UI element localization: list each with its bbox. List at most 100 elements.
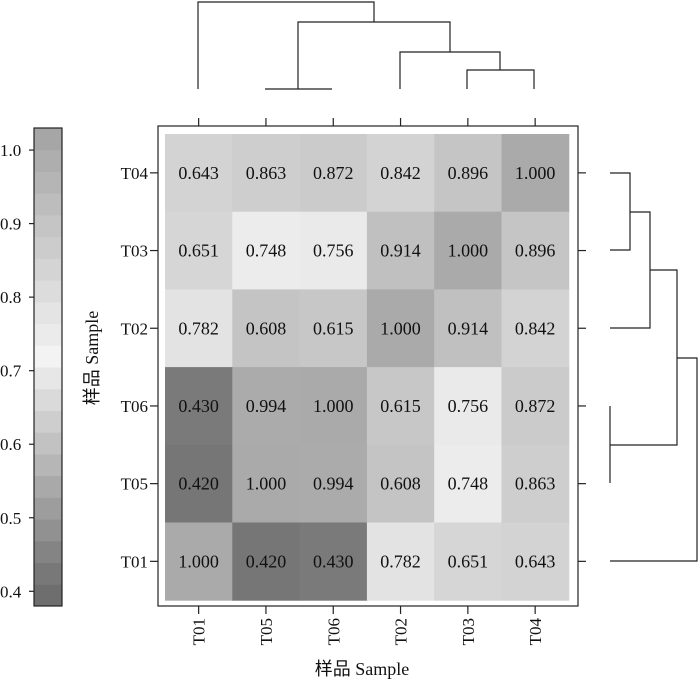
colorbar-tick-label: 0.6: [0, 435, 21, 454]
colorbar-band: [34, 149, 62, 172]
colorbar-band: [34, 128, 62, 151]
colorbar-tick-label: 1.0: [0, 141, 21, 160]
colorbar-band: [34, 345, 62, 368]
heatmap-cell: [232, 134, 301, 213]
heatmap-cell-label: 0.651: [448, 551, 489, 571]
heatmap-cell: [366, 522, 435, 601]
heatmap-cell: [299, 522, 368, 601]
heatmap-cell: [165, 444, 233, 523]
y-tick-label: T06: [121, 397, 148, 416]
heatmap-cell-label: 0.651: [178, 241, 219, 261]
heatmap-cell: [299, 211, 368, 290]
heatmap-cell-label: 1.000: [515, 163, 556, 183]
heatmap-cell-label: 0.896: [448, 163, 489, 183]
heatmap-cell-label: 0.872: [515, 396, 556, 416]
heatmap-cell-label: 0.615: [380, 396, 421, 416]
heatmap-cell: [434, 211, 502, 290]
heatmap-cell: [366, 134, 435, 213]
y-tick-labels: T04 T03 T02 T06 T05 T01: [121, 164, 149, 571]
colorbar-band: [34, 367, 62, 390]
colorbar-band: [34, 214, 62, 238]
heatmap-cell: [501, 289, 570, 368]
heatmap-cell-label: 1.000: [246, 474, 287, 494]
heatmap-cell-label: 0.748: [448, 474, 489, 494]
colorbar-band: [34, 453, 62, 477]
colorbar-band: [34, 301, 62, 325]
heatmap-cell-label: 1.000: [178, 551, 219, 571]
heatmap-cell-label: 0.756: [448, 396, 489, 416]
heatmap-cell-label: 0.430: [313, 551, 354, 571]
right-dendro-root: [610, 357, 698, 562]
heatmap-cell-label: 0.782: [178, 318, 219, 338]
heatmap-cell: [232, 444, 301, 523]
colorbar-band: [34, 540, 62, 564]
heatmap-cell-label: 0.896: [515, 241, 556, 261]
heatmap-cell: [501, 134, 570, 213]
heatmap-cell-label: 1.000: [313, 396, 354, 416]
heatmap-cells: 0.643 0.863 0.872 0.842 0.896 1.000 0.651 0.748…: [165, 134, 570, 601]
heatmap-cell: [299, 444, 368, 523]
x-axis-label: 样品 Sample: [315, 659, 410, 679]
right-dendro-join-mid: [610, 269, 678, 446]
heatmap-cell: [165, 134, 233, 213]
colorbar-band: [34, 497, 62, 520]
heatmap-cell: [434, 522, 502, 601]
colorbar-ticks: 1.0 0.9 0.8 0.7 0.6 0.5 0.4: [0, 141, 34, 601]
x-tick-label: T04: [526, 618, 545, 646]
heatmap-cell-label: 0.643: [178, 163, 219, 183]
heatmap-cell-label: 0.842: [380, 163, 421, 183]
colorbar-band: [34, 410, 62, 433]
top-dendro-root: [197, 1, 375, 89]
colorbar-band: [34, 519, 62, 542]
heatmap-cell-label: 0.842: [515, 318, 556, 338]
colorbar-band: [34, 323, 62, 346]
right-dendro-leaf-join-t04-t03: [610, 172, 631, 251]
top-dendro-join-mid: [297, 21, 451, 89]
colorbar-tick-label: 0.8: [0, 288, 21, 307]
heatmap-cell: [299, 134, 368, 213]
heatmap-cell-label: 0.782: [380, 551, 421, 571]
heatmap-cell: [366, 444, 435, 523]
heatmap-cell: [165, 367, 233, 446]
right-dendrogram: [609, 172, 698, 562]
y-tick-label: T05: [121, 475, 148, 494]
top-dendro-leaf-join-t03-t04: [466, 69, 535, 89]
heatmap-cell: [299, 367, 368, 446]
heatmap-cell-label: 0.914: [448, 318, 489, 338]
colorbar-tick-label: 0.7: [0, 362, 22, 381]
heatmap-cell: [232, 367, 301, 446]
heatmap-cell-label: 0.608: [380, 474, 421, 494]
heatmap-cell-label: 0.430: [178, 396, 219, 416]
colorbar-frame: [33, 127, 63, 607]
heatmap-cell-label: 0.872: [313, 163, 354, 183]
heatmap-cell: [232, 289, 301, 368]
colorbar-band: [34, 388, 62, 411]
heatmap-cell: [232, 211, 301, 290]
heatmap-cell-label: 0.994: [313, 474, 354, 494]
axis-ticks: [150, 118, 586, 614]
heatmap-cell: [366, 289, 435, 368]
y-axis-label: 样品 Sample: [82, 311, 102, 406]
heatmap-cell: [299, 289, 368, 368]
colorbar-tick-label: 0.4: [0, 582, 22, 601]
heatmap-cell-label: 0.756: [313, 241, 354, 261]
colorbar-band: [34, 193, 62, 216]
heatmap-cell-label: 0.608: [246, 318, 287, 338]
heatmap-cell: [501, 211, 570, 290]
colorbar-band: [34, 258, 62, 281]
colorbar-band: [34, 432, 62, 455]
heatmap-cell: [366, 211, 435, 290]
x-tick-labels: T01 T05 T06 T02 T03 T04: [190, 618, 546, 646]
x-tick-label: T06: [324, 618, 343, 645]
heatmap-frame: [157, 125, 579, 607]
heatmap-cell-label: 0.748: [246, 241, 287, 261]
heatmap-cell-label: 0.863: [515, 474, 556, 494]
colorbar-band: [34, 280, 62, 303]
colorbar-tick-label: 0.9: [0, 215, 21, 234]
heatmap-cell: [501, 444, 570, 523]
heatmap-cell: [165, 289, 233, 368]
y-tick-label: T02: [121, 319, 148, 338]
x-tick-label: T03: [459, 618, 478, 645]
heatmap-cell: [165, 522, 233, 601]
